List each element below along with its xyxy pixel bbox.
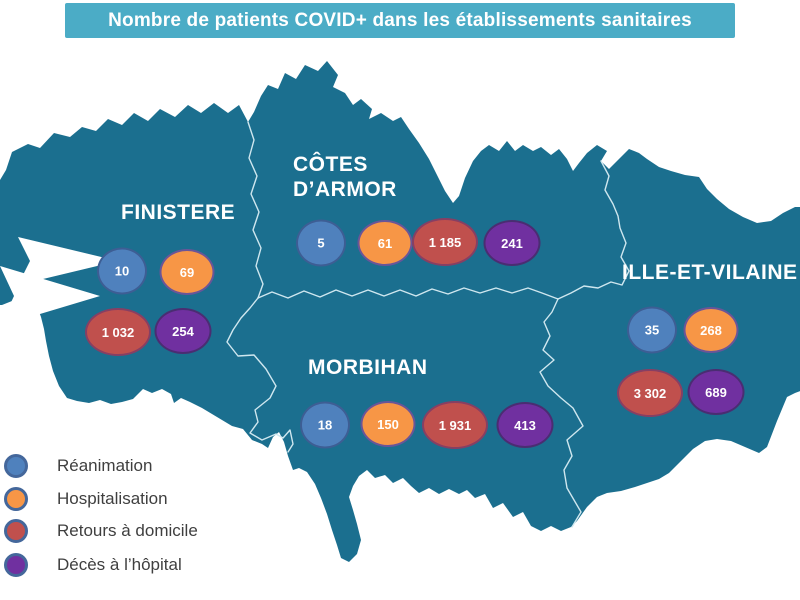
bubble-value: 1 931	[438, 417, 472, 433]
legend-swatch-deces-icon	[4, 553, 28, 577]
bubble-value: 10	[114, 263, 130, 279]
bubble-ille-et-vilaine-retours: 3 302	[617, 369, 683, 417]
bubble-value: 689	[705, 384, 727, 400]
bubble-value: 150	[377, 416, 399, 432]
legend-swatch-reanimation-icon	[4, 454, 28, 478]
bubble-value: 241	[501, 235, 523, 251]
title-bar: Nombre de patients COVID+ dans les établ…	[65, 3, 735, 38]
boundary-cotes-darmor-ille-et-vilaine	[557, 160, 630, 300]
bubble-morbihan-deces: 413	[496, 402, 554, 448]
bubble-value: 1 032	[101, 324, 135, 340]
bubble-cotes-darmor-hospitalisation: 61	[357, 220, 413, 266]
douarnenez-bay-inlet	[0, 266, 100, 326]
bubble-ille-et-vilaine-reanimation: 35	[627, 306, 677, 354]
boundary-finistere-cotes-darmor	[247, 121, 264, 299]
legend-swatch-retours-icon	[4, 519, 28, 543]
bubble-value: 413	[514, 417, 536, 433]
legend-label: Réanimation	[57, 456, 153, 475]
page-title: Nombre de patients COVID+ dans les établ…	[108, 9, 692, 31]
bubble-value: 61	[377, 235, 393, 251]
legend-item-retours-domicile: Retours à domicile	[4, 519, 198, 543]
bubble-ille-et-vilaine-deces: 689	[687, 369, 745, 415]
brest-harbor-inlet	[18, 237, 118, 285]
boundary-morbihan-ille-et-vilaine	[539, 298, 584, 528]
region-label-finistere: FINISTERE	[121, 201, 236, 224]
bubble-morbihan-reanimation: 18	[300, 401, 350, 449]
brittany-landmass	[0, 61, 800, 562]
bubble-ille-et-vilaine-hospitalisation: 268	[683, 307, 739, 353]
bubble-morbihan-hospitalisation: 150	[360, 401, 416, 447]
legend-item-deces-hopital: Décès à l’hôpital	[4, 553, 182, 577]
bubble-value: 1 185	[428, 234, 462, 250]
legend-item-hospitalisation: Hospitalisation	[4, 487, 168, 511]
bubble-value: 69	[179, 264, 195, 280]
bubble-value: 3 302	[633, 385, 667, 401]
boundary-finistere-morbihan	[226, 297, 294, 453]
region-label-morbihan: MORBIHAN	[308, 356, 428, 379]
legend-label: Décès à l’hôpital	[57, 555, 182, 574]
legend-swatch-hospitalisation-icon	[4, 487, 28, 511]
bubble-cotes-darmor-retours: 1 185	[412, 218, 478, 266]
bubble-finistere-deces: 254	[154, 308, 212, 354]
legend-item-reanimation: Réanimation	[4, 454, 152, 478]
region-label-cotes-darmor: CÔTES D’ARMOR	[293, 153, 397, 201]
bubble-value: 35	[644, 322, 660, 338]
legend-label: Hospitalisation	[57, 489, 168, 508]
bubble-cotes-darmor-deces: 241	[483, 220, 541, 266]
bubble-value: 268	[700, 322, 722, 338]
bubble-cotes-darmor-reanimation: 5	[296, 219, 346, 267]
bubble-value: 18	[317, 417, 333, 433]
boundary-cotes-darmor-morbihan	[257, 287, 559, 300]
bubble-morbihan-retours: 1 931	[422, 401, 488, 449]
bubble-finistere-reanimation: 10	[97, 247, 147, 295]
legend-label: Retours à domicile	[57, 521, 198, 540]
region-label-ille-et-vilaine: ILLE-ET-VILAINE	[622, 261, 798, 284]
bubble-value: 254	[172, 323, 194, 339]
bubble-value: 5	[317, 235, 325, 251]
bubble-finistere-retours: 1 032	[85, 308, 151, 356]
bubble-finistere-hospitalisation: 69	[159, 249, 215, 295]
